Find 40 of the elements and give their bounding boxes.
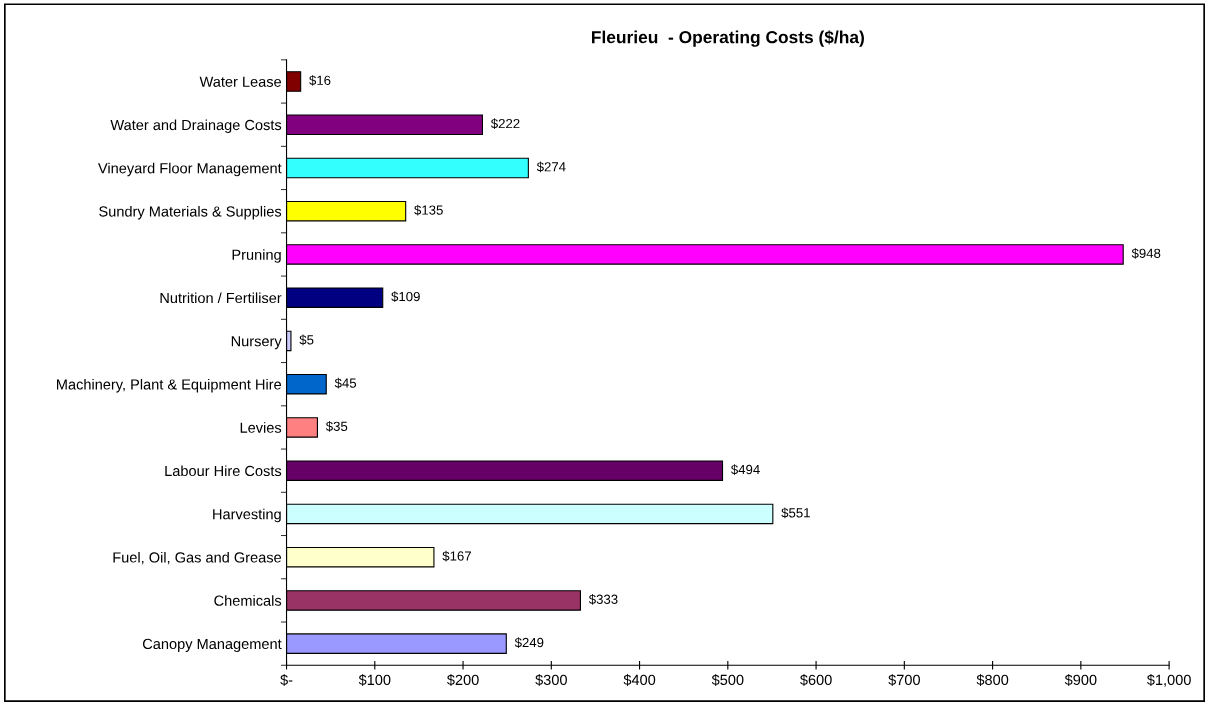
data-label: $333 — [588, 594, 618, 605]
x-tick-label: $900 — [1064, 674, 1097, 686]
x-tick-label: $- — [280, 674, 293, 686]
data-label: $167 — [442, 550, 471, 562]
x-tick-label: $400 — [623, 674, 656, 686]
y-tick-label: Chemicals — [214, 595, 282, 606]
x-tick-label: $700 — [888, 674, 920, 686]
data-label: $45 — [334, 377, 357, 389]
data-label: $222 — [490, 118, 520, 130]
y-tick-label: Machinery, Plant & Equipment Hire — [57, 378, 282, 393]
x-tick-label: $800 — [976, 674, 1009, 686]
y-tick-label: Sundry Materials & Supplies — [99, 205, 282, 220]
data-label: $249 — [514, 637, 544, 648]
x-tick-label: $1,000 — [1146, 674, 1191, 687]
x-tick-label: $200 — [446, 674, 479, 686]
y-tick-label: Canopy Management — [142, 638, 282, 652]
data-label: $494 — [731, 464, 760, 475]
data-label: $5 — [299, 334, 314, 346]
data-label: $948 — [1131, 248, 1161, 259]
data-label: $16 — [309, 75, 331, 86]
y-tick-label: Nutrition / Fertiliser — [160, 292, 282, 304]
y-tick-label: Nursery — [231, 336, 282, 350]
data-label: $109 — [391, 291, 420, 303]
data-label: $274 — [536, 161, 566, 173]
x-tick-label: $100 — [358, 674, 391, 686]
y-tick-label: Levies — [240, 422, 282, 433]
y-tick-label: Fuel, Oil, Gas and Grease — [113, 551, 282, 565]
data-label: $135 — [414, 204, 443, 216]
y-tick-label: Vineyard Floor Management — [98, 162, 282, 177]
y-tick-label: Pruning — [232, 249, 281, 263]
x-tick-label: $500 — [711, 674, 744, 686]
chart-title: Fleurieu - Operating Costs ($/ha) — [592, 30, 864, 47]
y-tick-label: Labour Hire Costs — [165, 465, 282, 477]
y-tick-label: Harvesting — [213, 508, 281, 523]
y-tick-label: Water Lease — [199, 76, 282, 87]
x-tick-label: $300 — [535, 674, 567, 686]
data-label: $551 — [781, 507, 810, 519]
data-label: $35 — [325, 421, 348, 432]
x-tick-label: $600 — [800, 674, 832, 686]
y-tick-label: Water and Drainage Costs — [110, 119, 282, 134]
